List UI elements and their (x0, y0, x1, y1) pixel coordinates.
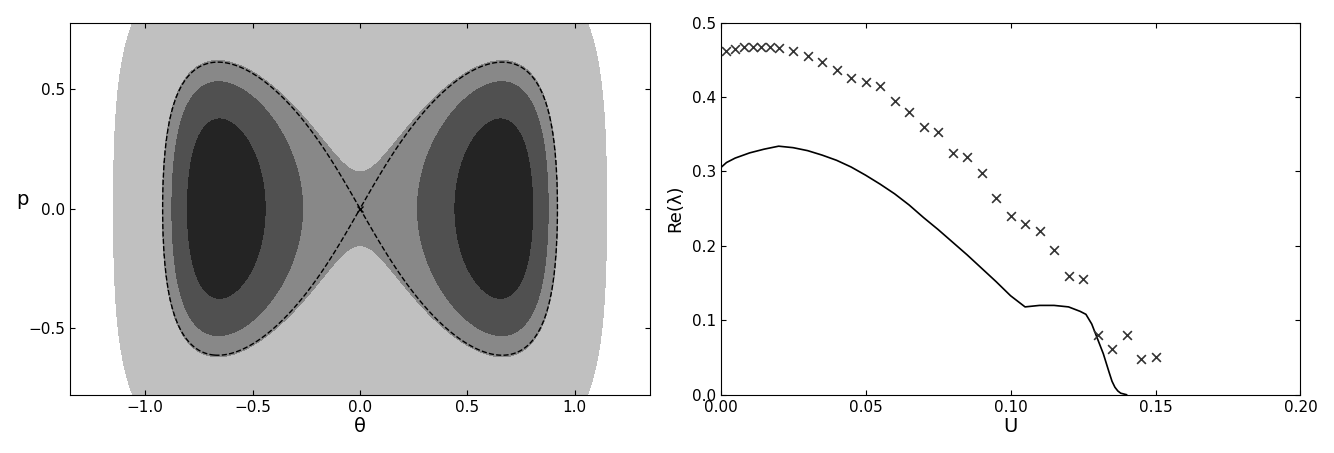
Y-axis label: p: p (16, 190, 29, 209)
Y-axis label: Re(λ): Re(λ) (667, 185, 684, 232)
Point (1043, 246, 1065, 253)
Point (796, 53, 818, 60)
Point (986, 194, 1007, 201)
Point (840, 75, 862, 82)
Point (898, 108, 919, 116)
Point (870, 82, 891, 90)
Point (1102, 345, 1123, 352)
Point (1073, 276, 1094, 283)
Point (1145, 354, 1166, 361)
Point (742, 43, 763, 51)
Point (759, 43, 780, 51)
Point (1130, 355, 1151, 362)
Point (927, 128, 948, 135)
Point (734, 43, 755, 51)
Point (884, 97, 906, 105)
Point (811, 58, 832, 66)
Point (971, 169, 992, 177)
Point (1000, 212, 1022, 220)
Point (956, 153, 978, 160)
Point (1029, 227, 1050, 235)
Point (912, 123, 934, 130)
Point (751, 43, 772, 51)
Point (855, 78, 876, 86)
Point (716, 47, 738, 54)
X-axis label: U: U (1003, 417, 1018, 436)
Point (724, 45, 746, 53)
X-axis label: θ: θ (354, 417, 366, 436)
Point (1115, 332, 1137, 339)
Point (783, 47, 804, 54)
Point (1014, 220, 1035, 227)
Point (942, 149, 963, 156)
Point (768, 44, 790, 52)
Point (826, 66, 847, 73)
Point (1087, 332, 1109, 339)
Point (1058, 272, 1079, 279)
